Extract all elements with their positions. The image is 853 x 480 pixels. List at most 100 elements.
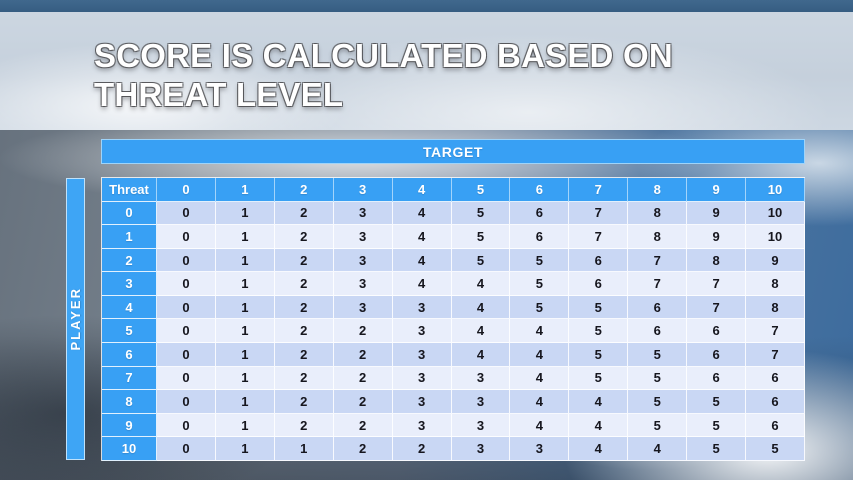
score-cell: 3 [333, 272, 393, 296]
column-header-cell: 1 [215, 178, 275, 202]
score-cell: 0 [157, 366, 216, 391]
score-cell: 8 [628, 201, 688, 226]
row-header-cell: 1 [102, 225, 157, 249]
score-cell: 5 [746, 437, 805, 461]
column-header-cell: 5 [451, 178, 511, 202]
score-cell: 3 [451, 366, 511, 391]
player-axis-label: PLAYER [68, 287, 83, 351]
table-header-row: Threat 0 1 2 3 4 5 6 7 8 9 10 [102, 178, 805, 202]
score-cell: 4 [451, 319, 511, 344]
score-cell: 1 [215, 295, 275, 320]
score-cell: 4 [510, 319, 570, 344]
score-cell: 0 [157, 437, 216, 461]
score-cell: 3 [451, 413, 511, 438]
score-cell: 7 [569, 225, 629, 249]
score-cell: 4 [510, 413, 570, 438]
score-cell: 2 [274, 272, 334, 296]
score-cell: 2 [274, 319, 334, 344]
score-cell: 4 [392, 201, 452, 226]
slide-title-line1: SCORE IS CALCULATED BASED ON [94, 37, 673, 74]
score-cell: 4 [451, 343, 511, 367]
score-cell: 3 [333, 201, 393, 226]
score-cell: 5 [687, 413, 747, 438]
score-cell: 3 [333, 225, 393, 249]
score-cell: 7 [569, 201, 629, 226]
row-header-cell: 5 [102, 319, 157, 344]
column-header-cell: 10 [746, 178, 805, 202]
score-cell: 2 [274, 343, 334, 367]
score-cell: 4 [510, 366, 570, 391]
player-axis-header: PLAYER [66, 178, 85, 460]
score-cell: 8 [628, 225, 688, 249]
score-cell: 1 [215, 248, 275, 273]
score-cell: 4 [392, 248, 452, 273]
column-header-cell: 3 [333, 178, 393, 202]
score-cell: 6 [628, 319, 688, 344]
score-cell: 4 [628, 437, 688, 461]
score-cell: 3 [451, 437, 511, 461]
score-cell: 0 [157, 295, 216, 320]
score-cell: 3 [392, 319, 452, 344]
score-cell: 6 [510, 201, 570, 226]
score-cell: 1 [274, 437, 334, 461]
score-cell: 6 [746, 413, 805, 438]
row-header-cell: 8 [102, 390, 157, 414]
score-cell: 4 [510, 343, 570, 367]
score-cell: 8 [746, 295, 805, 320]
score-cell: 2 [333, 437, 393, 461]
score-cell: 2 [274, 366, 334, 391]
score-cell: 2 [333, 366, 393, 391]
score-cell: 7 [687, 295, 747, 320]
score-cell: 1 [215, 413, 275, 438]
score-cell: 1 [215, 201, 275, 226]
score-cell: 1 [215, 343, 275, 367]
score-cell: 4 [510, 390, 570, 414]
score-cell: 3 [510, 437, 570, 461]
target-axis-label: TARGET [422, 143, 484, 160]
target-axis-header: TARGET [101, 139, 805, 164]
score-cell: 5 [687, 437, 747, 461]
row-header-cell: 2 [102, 248, 157, 273]
corner-cell-threat: Threat [102, 178, 157, 202]
score-cell: 5 [451, 201, 511, 226]
score-cell: 2 [274, 248, 334, 273]
score-cell: 2 [333, 343, 393, 367]
column-header-cell: 0 [157, 178, 216, 202]
score-cell: 2 [274, 413, 334, 438]
score-cell: 2 [333, 390, 393, 414]
score-cell: 0 [157, 319, 216, 344]
score-matrix-table: Threat 0 1 2 3 4 5 6 7 8 9 10 0 0 1 2 3 4 5 6 7 8 9 10 1 0 1 2 3 4 5 6… [101, 177, 805, 461]
score-cell: 7 [746, 319, 805, 344]
score-cell: 1 [215, 366, 275, 391]
score-cell: 3 [333, 295, 393, 320]
score-cell: 7 [687, 272, 747, 296]
score-cell: 5 [569, 343, 629, 367]
score-cell: 5 [569, 319, 629, 344]
score-cell: 6 [687, 343, 747, 367]
score-cell: 1 [215, 272, 275, 296]
score-cell: 0 [157, 390, 216, 414]
score-cell: 3 [392, 366, 452, 391]
score-cell: 2 [333, 319, 393, 344]
score-cell: 5 [569, 295, 629, 320]
row-header-cell: 6 [102, 343, 157, 367]
slide-title: SCORE IS CALCULATED BASED ON THREAT LEVE… [94, 36, 673, 114]
score-cell: 6 [628, 295, 688, 320]
score-cell: 2 [392, 437, 452, 461]
score-cell: 5 [451, 248, 511, 273]
score-cell: 0 [157, 413, 216, 438]
score-cell: 3 [392, 295, 452, 320]
score-cell: 5 [569, 366, 629, 391]
score-cell: 4 [392, 225, 452, 249]
score-cell: 3 [392, 343, 452, 367]
row-header-cell: 3 [102, 272, 157, 296]
score-cell: 3 [451, 390, 511, 414]
score-cell: 7 [628, 248, 688, 273]
score-cell: 0 [157, 248, 216, 273]
score-cell: 6 [746, 390, 805, 414]
score-cell: 6 [687, 366, 747, 391]
